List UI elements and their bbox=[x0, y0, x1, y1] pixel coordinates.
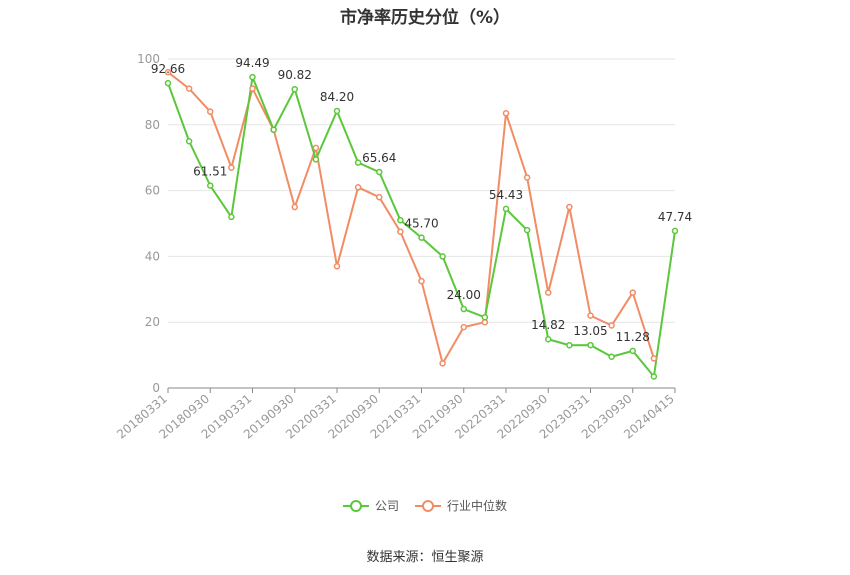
chart-title: 市净率历史分位（%） bbox=[339, 8, 511, 28]
y-grid bbox=[168, 58, 675, 323]
point-company bbox=[650, 373, 658, 380]
x-axis bbox=[167, 387, 676, 393]
point-company bbox=[545, 335, 552, 343]
data-label: 65.64 bbox=[362, 151, 396, 165]
point-company bbox=[566, 341, 573, 349]
source-note: 数据来源：恒生聚源 bbox=[366, 550, 484, 565]
series-points bbox=[164, 68, 679, 380]
point-company bbox=[523, 226, 531, 234]
legend-swatch-industry-median bbox=[415, 499, 441, 513]
point-company bbox=[249, 73, 256, 81]
point-industry-median bbox=[228, 164, 235, 171]
legend-label-industry-median: 行业中位数 bbox=[447, 499, 508, 513]
point-company bbox=[291, 85, 298, 93]
point-company bbox=[608, 353, 615, 360]
point-industry-median bbox=[502, 110, 510, 117]
point-industry-median bbox=[523, 174, 531, 181]
point-company bbox=[481, 314, 489, 321]
point-industry-median bbox=[207, 108, 214, 115]
point-company bbox=[587, 341, 594, 349]
point-industry-median bbox=[629, 289, 636, 296]
point-company bbox=[502, 205, 510, 213]
point-company bbox=[164, 79, 172, 87]
data-label: 24.00 bbox=[447, 288, 481, 302]
point-industry-median bbox=[312, 144, 320, 152]
data-labels: 92.66 61.51 94.49 90.82 84.20 65.64 45.70 24.00… bbox=[151, 56, 692, 344]
point-company bbox=[460, 305, 467, 313]
point-company bbox=[354, 159, 362, 166]
legend-swatch-company bbox=[342, 499, 369, 513]
data-label: 61.51 bbox=[193, 165, 227, 179]
point-company bbox=[397, 216, 404, 224]
y-tick-label: 0 bbox=[152, 381, 160, 395]
point-industry-median bbox=[418, 277, 425, 285]
point-industry-median bbox=[354, 184, 362, 191]
data-label: 45.70 bbox=[404, 217, 438, 231]
data-label: 13.05 bbox=[573, 324, 607, 338]
data-label: 54.43 bbox=[489, 188, 523, 202]
legend-item-industry-median[interactable]: 行业中位数 bbox=[415, 497, 507, 514]
data-label: 90.82 bbox=[278, 68, 312, 82]
point-industry-median bbox=[566, 203, 573, 211]
legend-label-company: 公司 bbox=[374, 499, 399, 513]
point-industry-median bbox=[587, 312, 594, 319]
data-label: 14.82 bbox=[531, 318, 565, 332]
point-industry-median bbox=[545, 289, 552, 296]
point-industry-median bbox=[333, 263, 341, 270]
point-industry-median bbox=[249, 85, 256, 92]
point-industry-median bbox=[376, 193, 383, 201]
point-company bbox=[439, 253, 446, 260]
x-tick-labels: 2018033120180930201903312019093020200331… bbox=[114, 392, 677, 442]
point-industry-median bbox=[185, 85, 193, 92]
point-industry-median bbox=[460, 323, 467, 331]
point-company bbox=[312, 156, 320, 163]
legend: 公司 行业中位数 bbox=[0, 497, 850, 514]
y-tick-label: 40 bbox=[145, 249, 160, 263]
data-label: 94.49 bbox=[235, 56, 269, 70]
y-tick-label: 60 bbox=[145, 184, 160, 198]
point-industry-median bbox=[439, 360, 446, 367]
point-company bbox=[207, 182, 214, 189]
point-company bbox=[418, 234, 425, 241]
point-company bbox=[185, 138, 193, 145]
point-industry-median bbox=[291, 203, 298, 211]
line-chart: 0 20 40 60 80 100 201803312018093020190331201… bbox=[114, 52, 692, 442]
data-label: 92.66 bbox=[151, 62, 185, 76]
y-tick-labels: 0 20 40 60 80 100 bbox=[137, 52, 160, 395]
point-industry-median bbox=[397, 228, 404, 235]
y-tick-label: 20 bbox=[145, 315, 160, 329]
data-label: 47.74 bbox=[658, 210, 692, 224]
point-company bbox=[270, 126, 277, 133]
y-tick-label: 100 bbox=[137, 52, 160, 66]
point-company bbox=[333, 107, 341, 115]
point-industry-median bbox=[650, 355, 658, 362]
point-company bbox=[228, 213, 235, 221]
point-industry-median bbox=[164, 68, 172, 76]
data-label: 11.28 bbox=[616, 330, 650, 344]
y-tick-label: 80 bbox=[145, 118, 160, 132]
point-company bbox=[671, 227, 679, 235]
point-company bbox=[629, 347, 636, 355]
point-industry-median bbox=[608, 322, 615, 329]
point-company bbox=[376, 168, 383, 176]
legend-item-company[interactable]: 公司 bbox=[342, 497, 399, 514]
data-label: 84.20 bbox=[320, 90, 354, 104]
